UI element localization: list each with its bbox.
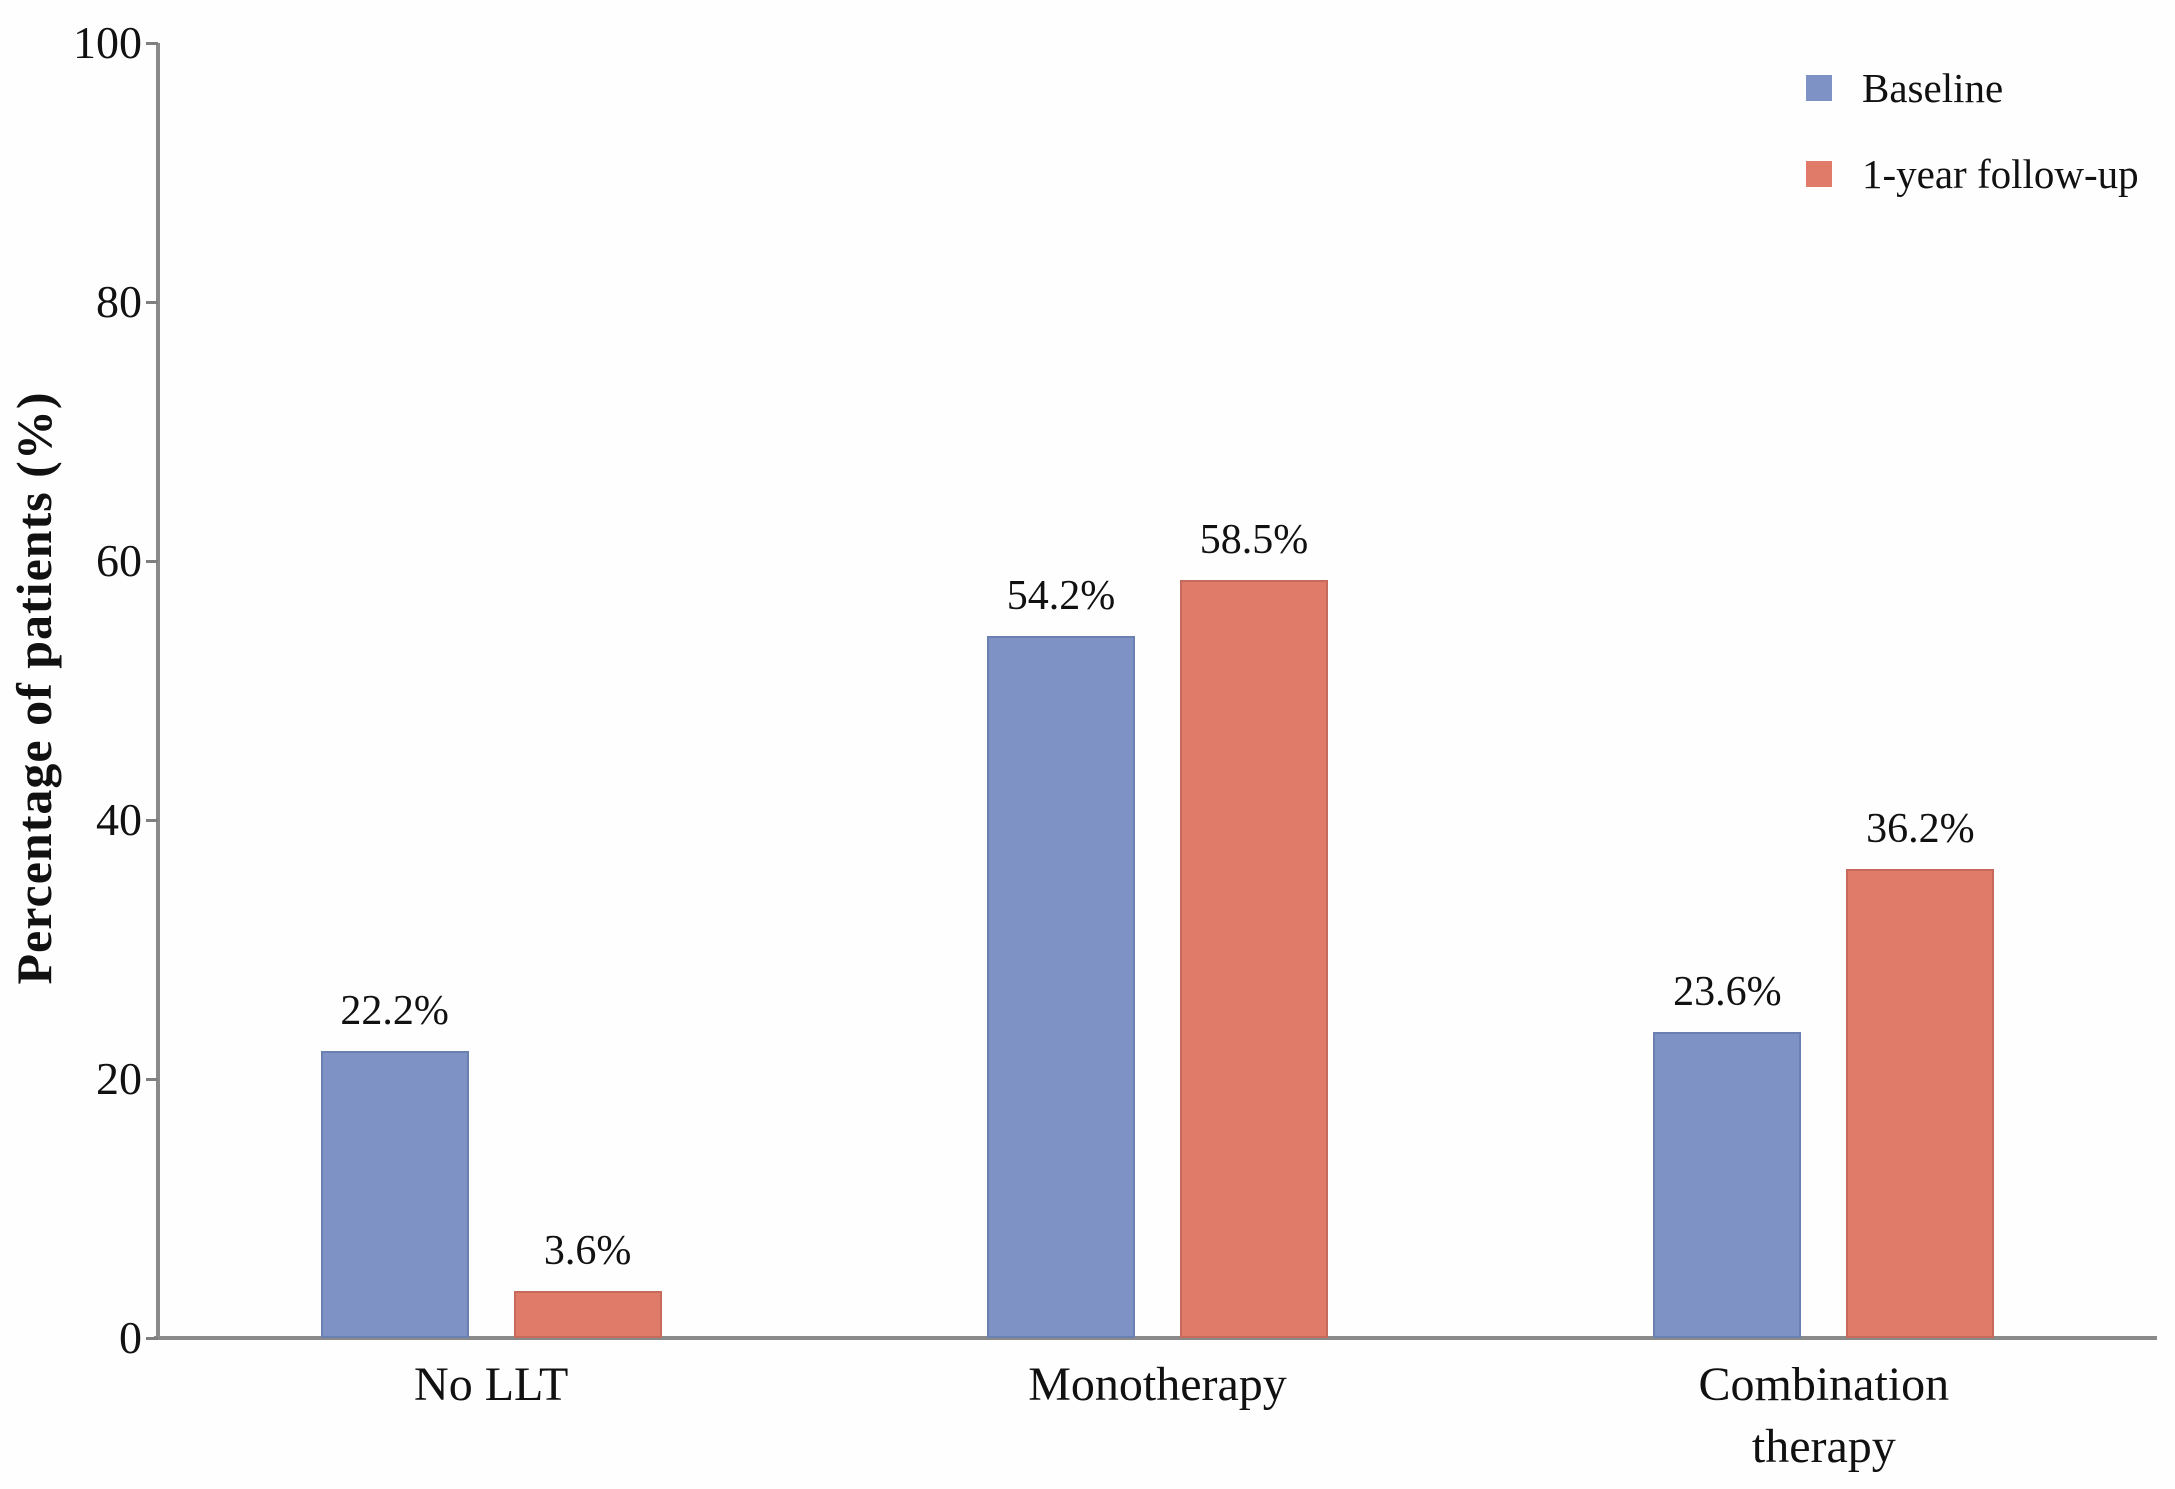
- y-tick-mark-0: [146, 1336, 158, 1340]
- y-tick-mark-60: [146, 559, 158, 563]
- legend-swatch-baseline: [1806, 75, 1832, 101]
- value-label-1-year-follow-up-monotherapy: 58.5%: [1199, 517, 1309, 564]
- bar-1-year-follow-up-combination-therapy: [1846, 869, 1995, 1338]
- x-category-label-combination-therapy: Combination therapy: [1698, 1358, 1950, 1473]
- value-label-baseline-monotherapy: 54.2%: [1006, 573, 1116, 620]
- bar-baseline-combination-therapy: [1653, 1032, 1802, 1338]
- bar-baseline-monotherapy: [987, 636, 1135, 1338]
- bar-1-year-follow-up-no-llt: [513, 1291, 662, 1338]
- value-label-1-year-follow-up-no-llt: 3.6%: [543, 1228, 632, 1275]
- y-tick-mark-40: [146, 818, 158, 822]
- legend-label-1-year-follow-up: 1-year follow-up: [1862, 151, 2139, 197]
- x-category-label-no-llt: No LLT: [414, 1358, 569, 1411]
- y-axis-title: Percentage of patients (%): [6, 391, 62, 985]
- y-tick-mark-80: [146, 300, 158, 304]
- value-label-1-year-follow-up-combination-therapy: 36.2%: [1866, 806, 1975, 853]
- bar-baseline-no-llt: [320, 1050, 469, 1338]
- value-label-baseline-no-llt: 22.2%: [340, 987, 449, 1034]
- bar-1-year-follow-up-monotherapy: [1180, 580, 1328, 1338]
- legend-item-baseline: Baseline: [1806, 65, 2004, 111]
- y-tick-label-0: 0: [119, 1312, 142, 1363]
- x-axis-line: [154, 1336, 2157, 1340]
- y-tick-mark-20: [146, 1077, 158, 1081]
- legend-label-baseline: Baseline: [1862, 65, 2004, 111]
- y-tick-mark-100: [146, 41, 158, 45]
- value-label-baseline-combination-therapy: 23.6%: [1673, 969, 1782, 1016]
- x-category-label-monotherapy: Monotherapy: [1028, 1358, 1287, 1411]
- y-axis-line: [156, 43, 160, 1340]
- y-tick-label-100: 100: [73, 17, 142, 68]
- y-tick-label-80: 80: [96, 276, 142, 327]
- y-tick-label-20: 20: [96, 1053, 142, 1104]
- legend-swatch-1-year-follow-up: [1806, 161, 1832, 187]
- y-tick-label-60: 60: [96, 535, 142, 586]
- legend-item-1-year-follow-up: 1-year follow-up: [1806, 151, 2139, 197]
- y-tick-label-40: 40: [96, 794, 142, 845]
